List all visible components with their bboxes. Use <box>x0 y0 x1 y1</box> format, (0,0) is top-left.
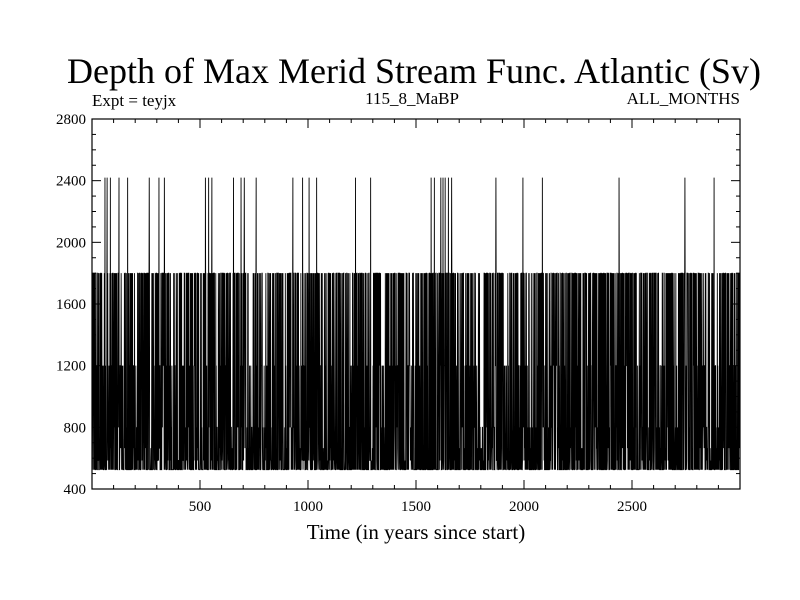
y-axis-tick-labels: 400 800 1200 1600 2000 2400 2800 <box>56 112 86 498</box>
subtitle-months: ALL_MONTHS <box>627 89 740 108</box>
chart-title: Depth of Max Merid Stream Func. Atlantic… <box>67 51 761 91</box>
y-tick-label: 2400 <box>56 174 86 190</box>
axis-ticks <box>92 118 740 490</box>
x-tick-label: 1000 <box>293 499 323 515</box>
data-series <box>91 177 741 471</box>
x-tick-label: 500 <box>189 499 212 515</box>
series-line <box>91 177 741 471</box>
y-tick-label: 400 <box>64 482 87 498</box>
y-tick-label: 2000 <box>56 235 86 251</box>
y-tick-label: 800 <box>64 420 87 436</box>
subtitle-period: 115_8_MaBP <box>365 89 459 108</box>
x-tick-label: 1500 <box>401 499 431 515</box>
x-axis-tick-labels: 500 1000 1500 2000 2500 <box>189 499 647 515</box>
y-tick-label: 1600 <box>56 297 86 313</box>
x-axis-label: Time (in years since start) <box>307 520 526 544</box>
y-tick-label: 1200 <box>56 359 86 375</box>
subtitle-experiment: Expt = teyjx <box>92 91 177 110</box>
x-tick-label: 2500 <box>617 499 647 515</box>
x-tick-label: 2000 <box>509 499 539 515</box>
y-tick-label: 2800 <box>56 112 86 128</box>
